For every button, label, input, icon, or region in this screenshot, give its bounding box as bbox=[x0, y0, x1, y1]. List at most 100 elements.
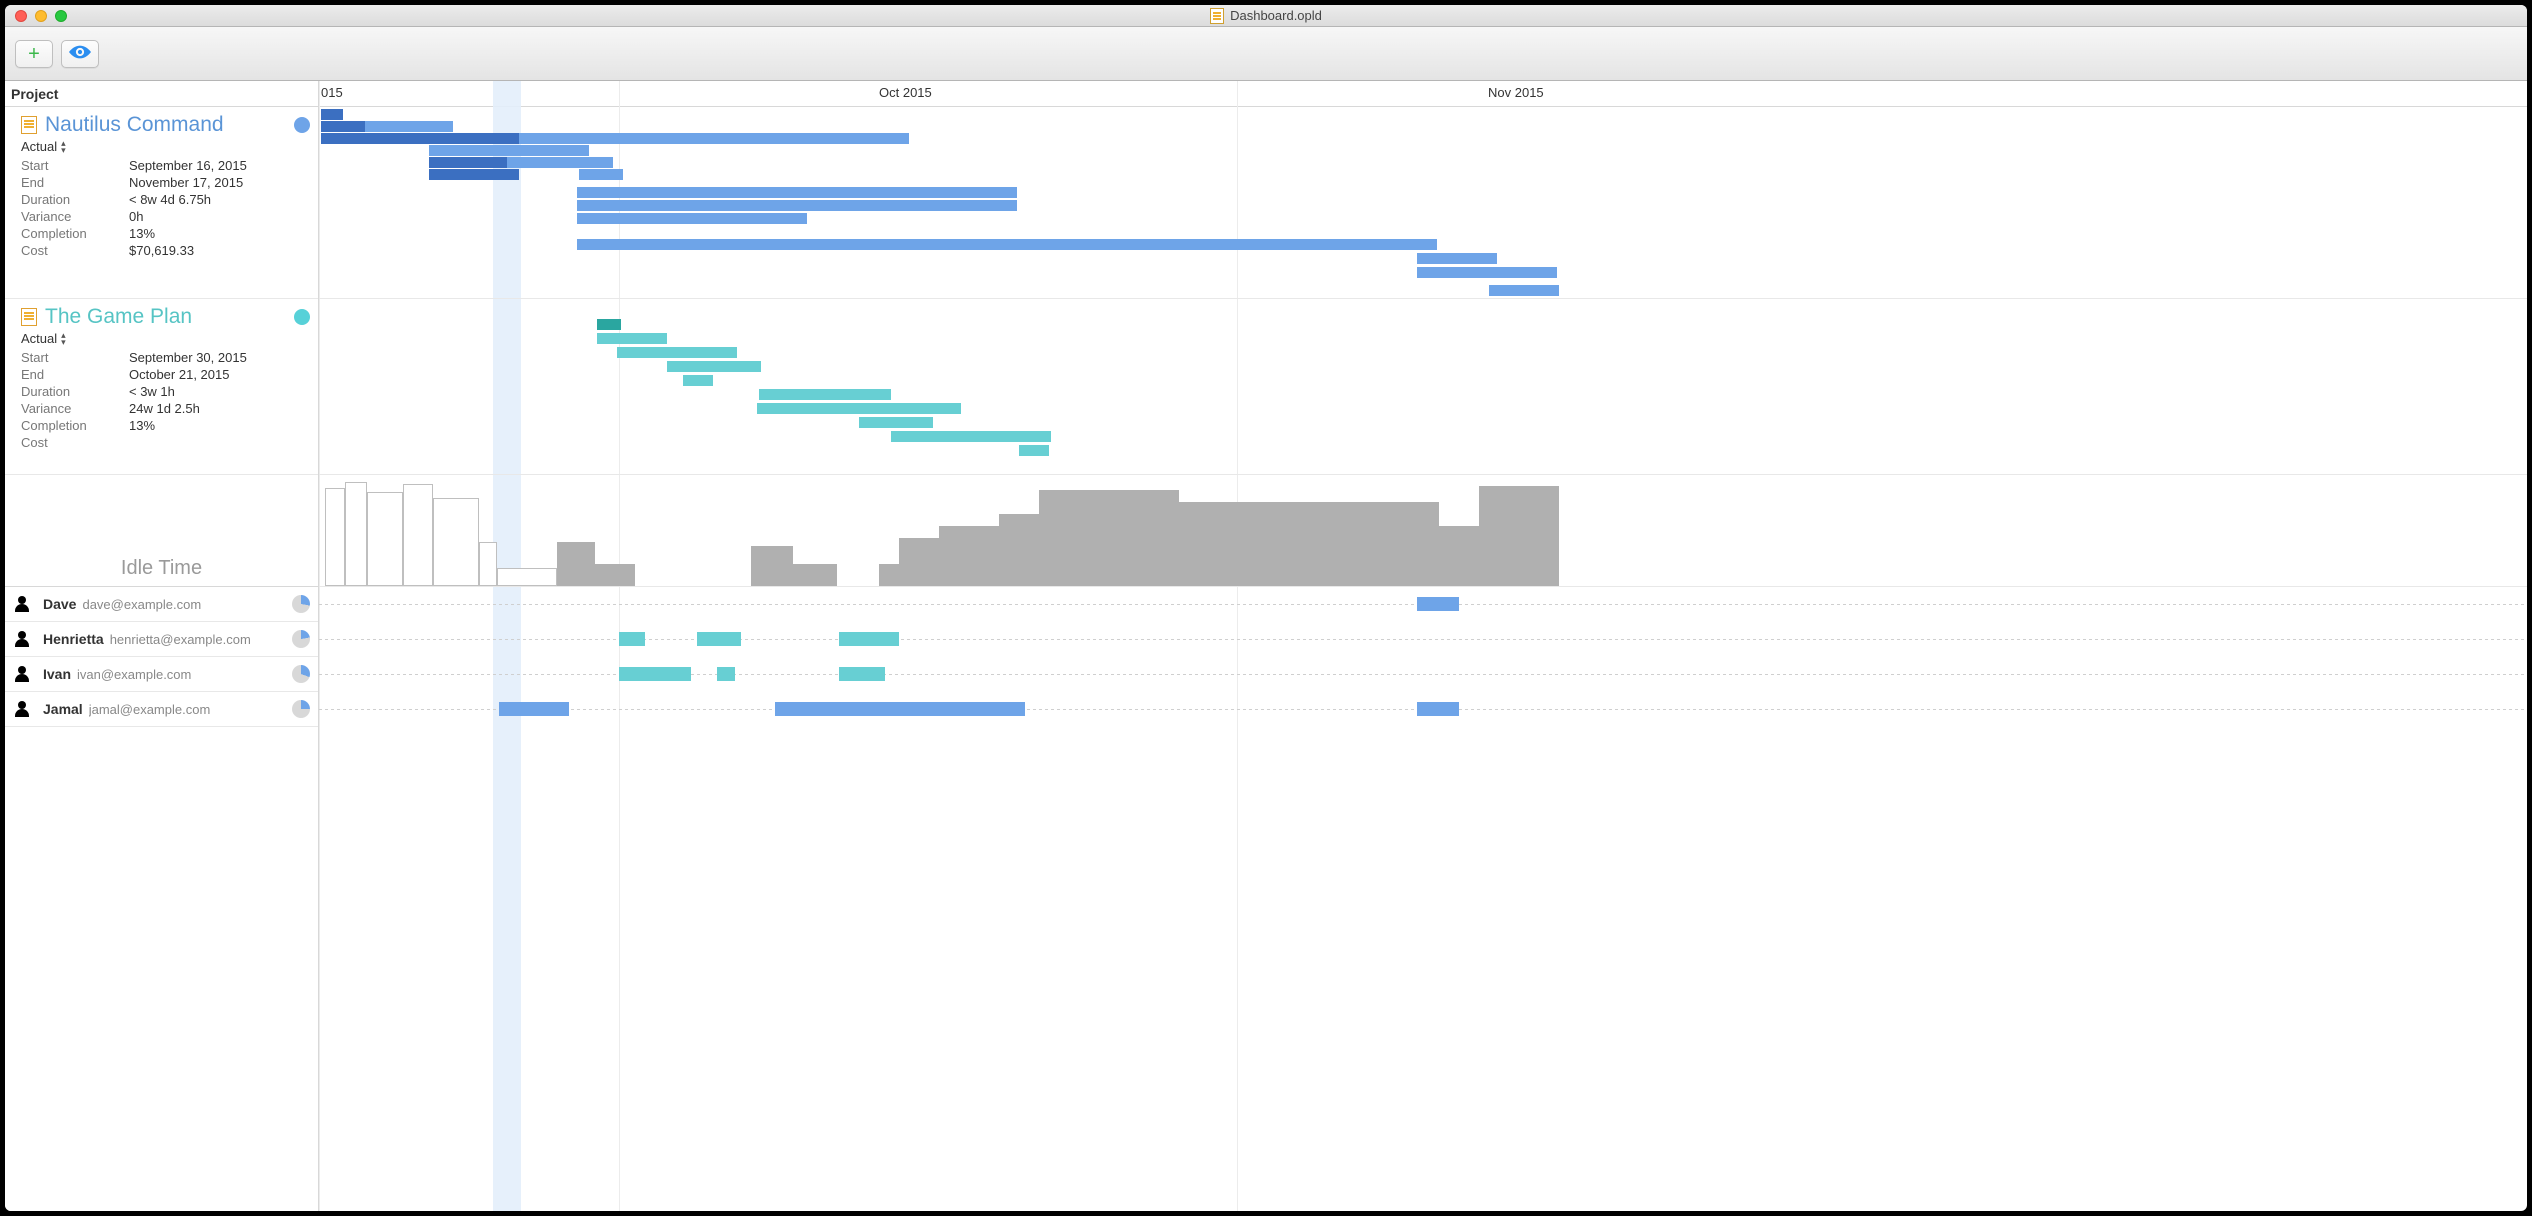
toolbar: + bbox=[5, 27, 2527, 81]
field-value: 13% bbox=[129, 418, 318, 433]
gantt-bar[interactable] bbox=[429, 157, 513, 168]
field-label: Completion bbox=[21, 226, 129, 241]
field-label: Variance bbox=[21, 209, 129, 224]
allocation-bar[interactable] bbox=[775, 702, 1025, 716]
plus-icon: + bbox=[28, 44, 40, 64]
allocation-bar[interactable] bbox=[717, 667, 735, 681]
zoom-window-button[interactable] bbox=[55, 10, 67, 22]
timeline-chart[interactable]: 015 Oct 2015 Nov 2015 bbox=[319, 81, 2527, 1211]
document-icon bbox=[1210, 8, 1224, 24]
gantt-bar[interactable] bbox=[365, 121, 453, 132]
allocation-bar[interactable] bbox=[1417, 702, 1459, 716]
column-header-label: Project bbox=[5, 86, 58, 102]
gantt-bar[interactable] bbox=[587, 157, 613, 168]
project-file-icon bbox=[21, 308, 37, 326]
allocation-bar[interactable] bbox=[499, 702, 569, 716]
field-label: Cost bbox=[21, 435, 129, 450]
allocation-bar[interactable] bbox=[697, 632, 741, 646]
gantt-bar[interactable] bbox=[1417, 267, 1557, 278]
stepper-icon: ▴▾ bbox=[61, 332, 66, 346]
idle-bar bbox=[751, 546, 793, 586]
idle-bar bbox=[557, 542, 595, 586]
field-label: Completion bbox=[21, 418, 129, 433]
person-row[interactable]: Henrietta henrietta@example.com bbox=[5, 622, 318, 657]
column-header-project[interactable]: Project bbox=[5, 81, 318, 107]
content-area: Project Nautilus Command Actual ▴▾ Start… bbox=[5, 81, 2527, 1211]
project-mode-label: Actual bbox=[21, 139, 57, 154]
idle-bar bbox=[1179, 502, 1439, 586]
field-label: Variance bbox=[21, 401, 129, 416]
utilization-pie-icon bbox=[292, 665, 310, 683]
gantt-bar[interactable] bbox=[579, 169, 623, 180]
gantt-bar[interactable] bbox=[429, 145, 589, 156]
gantt-bar[interactable] bbox=[577, 200, 1017, 211]
close-window-button[interactable] bbox=[15, 10, 27, 22]
idle-bar bbox=[595, 564, 635, 586]
person-name: Henrietta bbox=[43, 631, 104, 647]
gantt-bar[interactable] bbox=[667, 361, 761, 372]
gantt-bar[interactable] bbox=[757, 403, 961, 414]
allocation-bar[interactable] bbox=[839, 667, 885, 681]
gantt-bar[interactable] bbox=[1417, 253, 1497, 264]
idle-bar bbox=[793, 564, 837, 586]
person-name: Ivan bbox=[43, 666, 71, 682]
gantt-bar[interactable] bbox=[577, 187, 1017, 198]
gantt-bar[interactable] bbox=[1019, 445, 1049, 456]
gantt-bar[interactable] bbox=[429, 169, 519, 180]
field-value: September 30, 2015 bbox=[129, 350, 318, 365]
person-timeline-row bbox=[319, 657, 2527, 692]
gantt-bar[interactable] bbox=[891, 431, 1051, 442]
window-title: Dashboard.opld bbox=[5, 8, 2527, 24]
gantt-bar[interactable] bbox=[577, 213, 807, 224]
gantt-bar[interactable] bbox=[683, 375, 713, 386]
window-title-text: Dashboard.opld bbox=[1230, 8, 1322, 23]
project-title[interactable]: The Game Plan bbox=[45, 305, 192, 329]
field-value: October 21, 2015 bbox=[129, 367, 318, 382]
gantt-bar[interactable] bbox=[321, 109, 343, 120]
project-block[interactable]: Nautilus Command Actual ▴▾ StartSeptembe… bbox=[5, 107, 318, 299]
field-value: < 8w 4d 6.75h bbox=[129, 192, 318, 207]
minimize-window-button[interactable] bbox=[35, 10, 47, 22]
person-email: jamal@example.com bbox=[89, 702, 211, 717]
window-controls bbox=[15, 10, 67, 22]
gantt-bar[interactable] bbox=[759, 389, 891, 400]
person-row[interactable]: Ivan ivan@example.com bbox=[5, 657, 318, 692]
person-row[interactable]: Jamal jamal@example.com bbox=[5, 692, 318, 727]
allocation-bar[interactable] bbox=[619, 667, 691, 681]
view-button[interactable] bbox=[61, 40, 99, 68]
idle-bar-outline bbox=[479, 542, 497, 586]
project-title[interactable]: Nautilus Command bbox=[45, 113, 224, 137]
field-label: End bbox=[21, 175, 129, 190]
allocation-bar[interactable] bbox=[1417, 597, 1459, 611]
gantt-bar[interactable] bbox=[597, 333, 667, 344]
idle-bar bbox=[879, 564, 899, 586]
stepper-icon: ▴▾ bbox=[61, 140, 66, 154]
field-value: September 16, 2015 bbox=[129, 158, 318, 173]
eye-icon bbox=[69, 45, 91, 62]
field-label: Start bbox=[21, 350, 129, 365]
project-mode-selector[interactable]: Actual ▴▾ bbox=[21, 331, 318, 346]
gantt-bar[interactable] bbox=[507, 157, 597, 168]
gantt-bar[interactable] bbox=[597, 319, 621, 330]
field-value: 0h bbox=[129, 209, 318, 224]
field-value: November 17, 2015 bbox=[129, 175, 318, 190]
allocation-bar[interactable] bbox=[839, 632, 899, 646]
gantt-bar[interactable] bbox=[617, 347, 737, 358]
project-block[interactable]: The Game Plan Actual ▴▾ StartSeptember 3… bbox=[5, 299, 318, 475]
idle-bar-outline bbox=[497, 568, 557, 586]
project-file-icon bbox=[21, 116, 37, 134]
add-button[interactable]: + bbox=[15, 40, 53, 68]
gantt-bar[interactable] bbox=[429, 133, 519, 144]
gantt-bar[interactable] bbox=[1489, 285, 1559, 296]
person-row[interactable]: Dave dave@example.com bbox=[5, 587, 318, 622]
person-email: dave@example.com bbox=[82, 597, 201, 612]
project-mode-selector[interactable]: Actual ▴▾ bbox=[21, 139, 318, 154]
gantt-bar[interactable] bbox=[519, 133, 909, 144]
idle-bar bbox=[1439, 526, 1479, 586]
utilization-pie-icon bbox=[292, 700, 310, 718]
gantt-bar[interactable] bbox=[321, 121, 367, 132]
allocation-bar[interactable] bbox=[619, 632, 645, 646]
gantt-bar[interactable] bbox=[577, 239, 1437, 250]
gantt-bar[interactable] bbox=[859, 417, 933, 428]
person-icon bbox=[15, 666, 29, 682]
